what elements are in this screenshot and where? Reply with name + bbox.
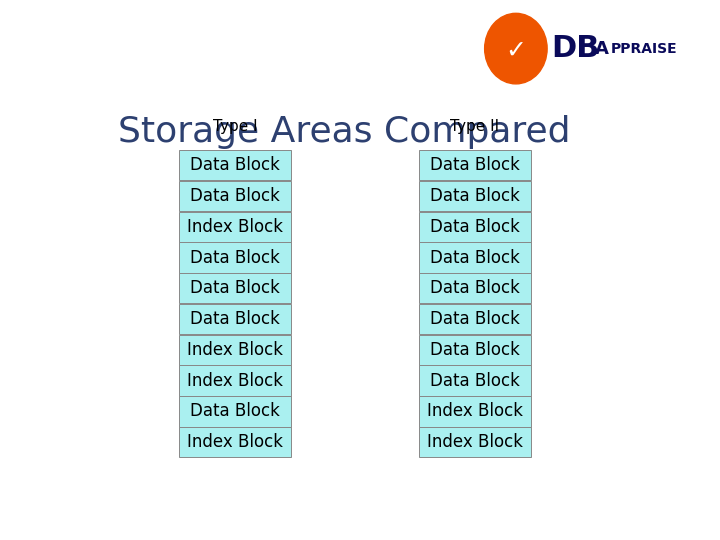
Text: Data Block: Data Block [190, 402, 280, 420]
Text: Data Block: Data Block [190, 156, 280, 174]
Text: Data Block: Data Block [430, 218, 520, 236]
Text: Data Block: Data Block [190, 187, 280, 205]
FancyBboxPatch shape [419, 335, 531, 365]
Text: Data Block: Data Block [430, 187, 520, 205]
Text: Index Block: Index Block [427, 402, 523, 420]
Text: Data Block: Data Block [430, 310, 520, 328]
FancyBboxPatch shape [419, 150, 531, 180]
FancyBboxPatch shape [419, 212, 531, 242]
FancyBboxPatch shape [419, 396, 531, 427]
Text: ✓: ✓ [505, 39, 526, 63]
FancyBboxPatch shape [179, 242, 291, 273]
FancyBboxPatch shape [179, 273, 291, 303]
FancyBboxPatch shape [179, 181, 291, 211]
Text: Type I: Type I [213, 119, 257, 134]
FancyBboxPatch shape [419, 427, 531, 457]
Text: Data Block: Data Block [190, 310, 280, 328]
FancyBboxPatch shape [179, 212, 291, 242]
Text: A: A [595, 39, 609, 58]
FancyBboxPatch shape [419, 273, 531, 303]
FancyBboxPatch shape [179, 335, 291, 365]
FancyBboxPatch shape [179, 366, 291, 396]
Text: Data Block: Data Block [190, 248, 280, 267]
Text: Index Block: Index Block [187, 218, 283, 236]
Text: Data Block: Data Block [430, 248, 520, 267]
FancyBboxPatch shape [419, 181, 531, 211]
FancyBboxPatch shape [179, 427, 291, 457]
Text: Data Block: Data Block [430, 341, 520, 359]
FancyBboxPatch shape [179, 396, 291, 427]
Text: Index Block: Index Block [187, 341, 283, 359]
Text: Index Block: Index Block [427, 433, 523, 451]
FancyBboxPatch shape [179, 150, 291, 180]
Text: Data Block: Data Block [430, 156, 520, 174]
FancyBboxPatch shape [419, 366, 531, 396]
Circle shape [485, 14, 547, 84]
Text: Index Block: Index Block [187, 372, 283, 389]
Text: Data Block: Data Block [430, 279, 520, 298]
Text: Type II: Type II [451, 119, 500, 134]
Text: Data Block: Data Block [190, 279, 280, 298]
FancyBboxPatch shape [179, 304, 291, 334]
Text: Index Block: Index Block [187, 433, 283, 451]
FancyBboxPatch shape [419, 304, 531, 334]
Text: PPRAISE: PPRAISE [611, 42, 678, 56]
Text: Storage Areas Compared: Storage Areas Compared [118, 114, 570, 148]
Text: Data Block: Data Block [430, 372, 520, 389]
Text: DB: DB [552, 34, 600, 63]
FancyBboxPatch shape [419, 242, 531, 273]
